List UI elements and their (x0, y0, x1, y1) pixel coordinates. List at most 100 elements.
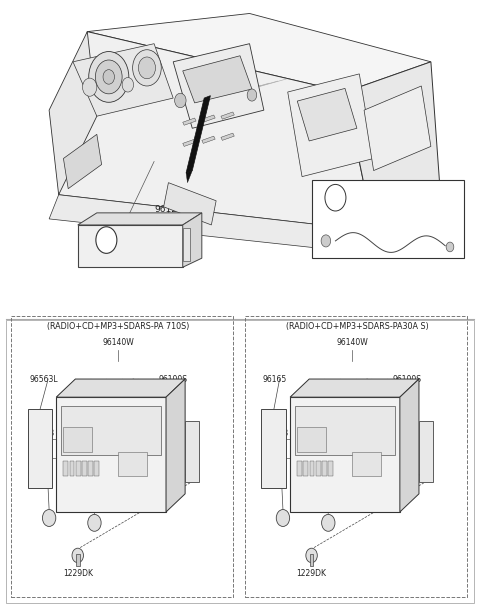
Polygon shape (297, 89, 357, 141)
Bar (11, 316, 233, 597)
Polygon shape (56, 379, 185, 397)
Bar (297, 461, 302, 476)
Circle shape (132, 50, 161, 86)
Bar (297, 427, 326, 452)
Text: 96100S: 96100S (393, 375, 422, 384)
Circle shape (138, 57, 156, 79)
Polygon shape (78, 213, 202, 225)
Polygon shape (164, 183, 216, 225)
Text: 1229DK: 1229DK (297, 569, 326, 578)
Circle shape (35, 446, 45, 458)
Text: 96173: 96173 (265, 429, 289, 438)
Polygon shape (63, 134, 102, 189)
Text: 96563L: 96563L (29, 375, 58, 384)
Text: 96126: 96126 (154, 205, 183, 214)
Text: 1229DK: 1229DK (63, 569, 93, 578)
Text: a: a (104, 236, 109, 245)
Text: 96173: 96173 (75, 453, 100, 462)
Polygon shape (49, 32, 97, 195)
Polygon shape (202, 115, 215, 122)
Polygon shape (290, 397, 400, 512)
Polygon shape (345, 62, 441, 231)
Bar (70, 461, 74, 476)
Circle shape (42, 509, 56, 526)
Bar (245, 316, 467, 597)
Text: 96165: 96165 (263, 375, 287, 384)
Bar (316, 461, 321, 476)
Text: 96140W: 96140W (336, 338, 368, 347)
Polygon shape (183, 56, 252, 103)
Polygon shape (373, 195, 445, 255)
Circle shape (103, 70, 115, 84)
Polygon shape (221, 112, 234, 119)
Circle shape (83, 78, 97, 97)
Bar (419, 421, 433, 482)
Polygon shape (183, 139, 196, 146)
Text: (RADIO+CD+MP3+SDARS-PA30A S): (RADIO+CD+MP3+SDARS-PA30A S) (286, 322, 428, 331)
Bar (352, 452, 381, 476)
Bar (61, 406, 161, 455)
Polygon shape (183, 213, 202, 267)
Circle shape (89, 52, 129, 103)
Bar (295, 406, 395, 455)
Bar (88, 461, 93, 476)
Circle shape (96, 60, 122, 94)
Bar (183, 228, 190, 261)
Circle shape (247, 89, 257, 101)
Circle shape (269, 467, 279, 479)
Circle shape (322, 514, 335, 531)
Circle shape (269, 424, 279, 436)
Polygon shape (288, 74, 373, 177)
Bar (262, 409, 286, 488)
Bar (76, 554, 80, 566)
Text: 96140W: 96140W (102, 338, 134, 347)
Circle shape (269, 446, 279, 458)
Polygon shape (183, 118, 196, 125)
Bar (322, 461, 327, 476)
Circle shape (122, 78, 133, 92)
Circle shape (306, 548, 317, 563)
Polygon shape (73, 44, 173, 116)
Text: 96125C: 96125C (393, 193, 428, 202)
Polygon shape (221, 133, 234, 140)
Polygon shape (87, 13, 431, 92)
Text: a: a (333, 193, 338, 202)
Polygon shape (202, 136, 215, 143)
Polygon shape (173, 44, 264, 128)
Text: 96173: 96173 (309, 453, 334, 462)
Bar (118, 452, 147, 476)
Circle shape (96, 227, 117, 253)
Bar (63, 427, 92, 452)
Bar (63, 461, 68, 476)
Circle shape (446, 242, 454, 252)
Bar (328, 461, 333, 476)
Bar (6, 320, 474, 603)
Polygon shape (364, 86, 431, 171)
Circle shape (88, 514, 101, 531)
Bar (76, 461, 81, 476)
Circle shape (175, 93, 186, 107)
Bar (82, 461, 87, 476)
Polygon shape (186, 171, 192, 183)
Circle shape (35, 467, 45, 479)
Text: (RADIO+CD+MP3+SDARS-PA 710S): (RADIO+CD+MP3+SDARS-PA 710S) (47, 322, 190, 331)
Text: 96166: 96166 (381, 453, 405, 462)
Text: 96173: 96173 (31, 429, 55, 438)
Circle shape (276, 509, 289, 526)
Circle shape (35, 424, 45, 436)
Bar (185, 421, 199, 482)
Polygon shape (186, 96, 210, 173)
Bar (28, 409, 52, 488)
Polygon shape (78, 225, 183, 267)
Polygon shape (400, 379, 419, 512)
Bar (310, 461, 314, 476)
Polygon shape (49, 195, 383, 255)
Bar (95, 461, 99, 476)
Circle shape (321, 235, 331, 247)
Text: 96563R: 96563R (147, 453, 177, 462)
Bar (303, 461, 308, 476)
Polygon shape (59, 32, 373, 231)
Circle shape (72, 548, 84, 563)
Bar (312, 180, 464, 258)
Polygon shape (290, 379, 419, 397)
